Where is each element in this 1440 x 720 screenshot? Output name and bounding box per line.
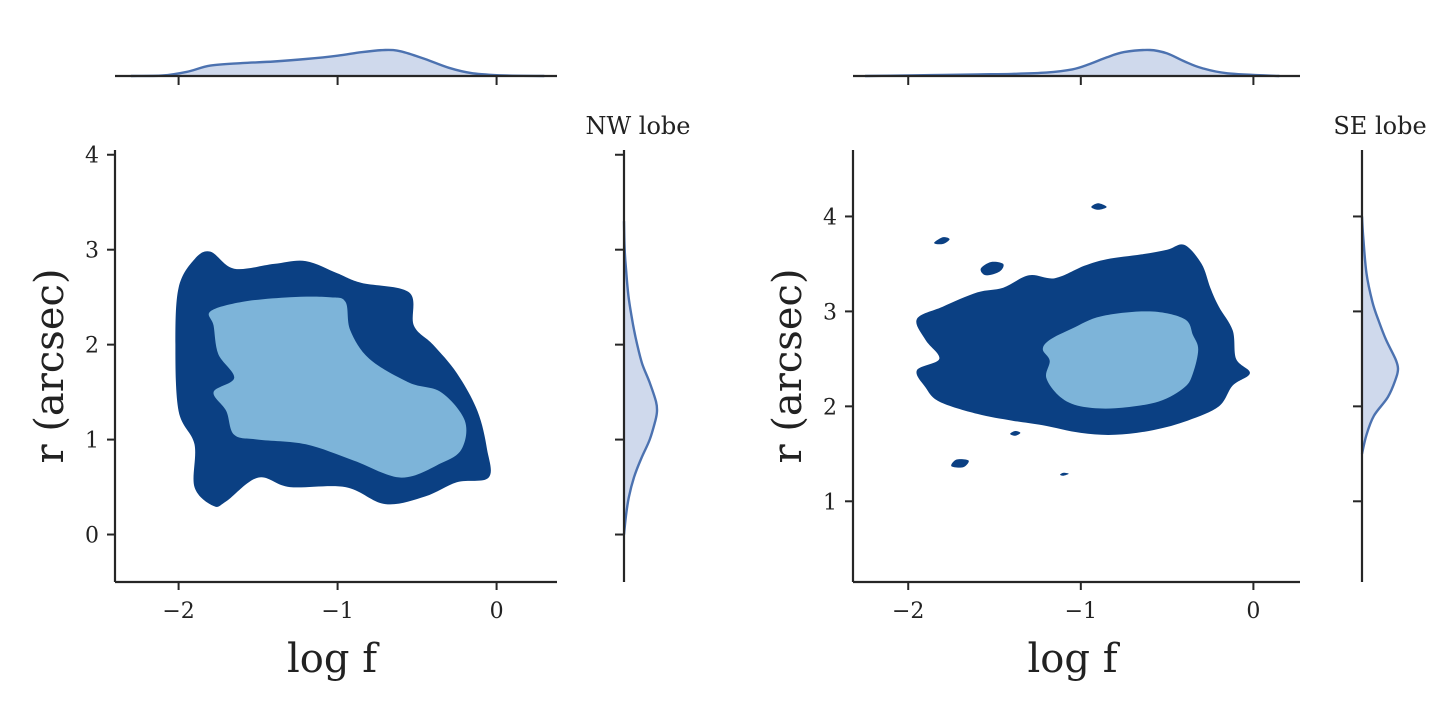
marginal-x-line — [865, 48, 1280, 78]
y-tick-label: 4 — [823, 205, 837, 230]
y-tick-label: 4 — [85, 144, 99, 169]
panel-title: NW lobe — [586, 112, 691, 140]
marginal-x-fill — [865, 49, 1280, 76]
marginal-y-fill — [1362, 216, 1399, 454]
marginal-y-line — [622, 221, 659, 535]
contour-outer-5 — [1010, 430, 1021, 436]
contour-outer-2 — [934, 237, 950, 245]
nw-lobe-panel: −2 −1 0 0 1 2 3 4 log f r (arcsec) NW lobe — [27, 48, 691, 682]
y-tick-label: 0 — [85, 524, 99, 549]
x-tick-label: 0 — [1246, 599, 1260, 624]
se-lobe-panel: −2 −1 0 1 2 3 4 log f r (arcsec) SE lobe — [765, 48, 1427, 682]
y-tick-label: 3 — [85, 239, 99, 264]
marginal-y-line — [1360, 216, 1400, 455]
y-axis-label: r (arcsec) — [765, 268, 811, 463]
x-tick-label: −2 — [892, 599, 924, 624]
marginal-x-fill — [130, 49, 545, 76]
contour-outer-1 — [980, 261, 1004, 276]
contour-outer-6 — [1060, 472, 1069, 476]
x-tick-label: −1 — [1065, 599, 1097, 624]
contour-outer-3 — [1091, 203, 1107, 210]
x-tick-label: 0 — [490, 599, 504, 624]
marginal-x-line — [130, 48, 545, 78]
x-axis-label: log f — [287, 636, 380, 682]
contour-inner-0 — [1042, 311, 1199, 409]
y-tick-label: 1 — [85, 429, 99, 454]
y-tick-label: 2 — [85, 334, 99, 359]
y-tick-label: 3 — [823, 300, 837, 325]
panel-title: SE lobe — [1333, 112, 1426, 140]
y-tick-label: 1 — [823, 490, 837, 515]
contour-inner-0 — [208, 296, 467, 478]
marginal-y-fill — [624, 221, 658, 535]
y-tick-label: 2 — [823, 395, 837, 420]
x-axis-label: log f — [1028, 636, 1121, 682]
x-tick-label: −1 — [321, 599, 353, 624]
y-axis-label: r (arcsec) — [27, 268, 73, 463]
x-tick-label: −2 — [162, 599, 194, 624]
contour-outer-4 — [951, 459, 969, 468]
